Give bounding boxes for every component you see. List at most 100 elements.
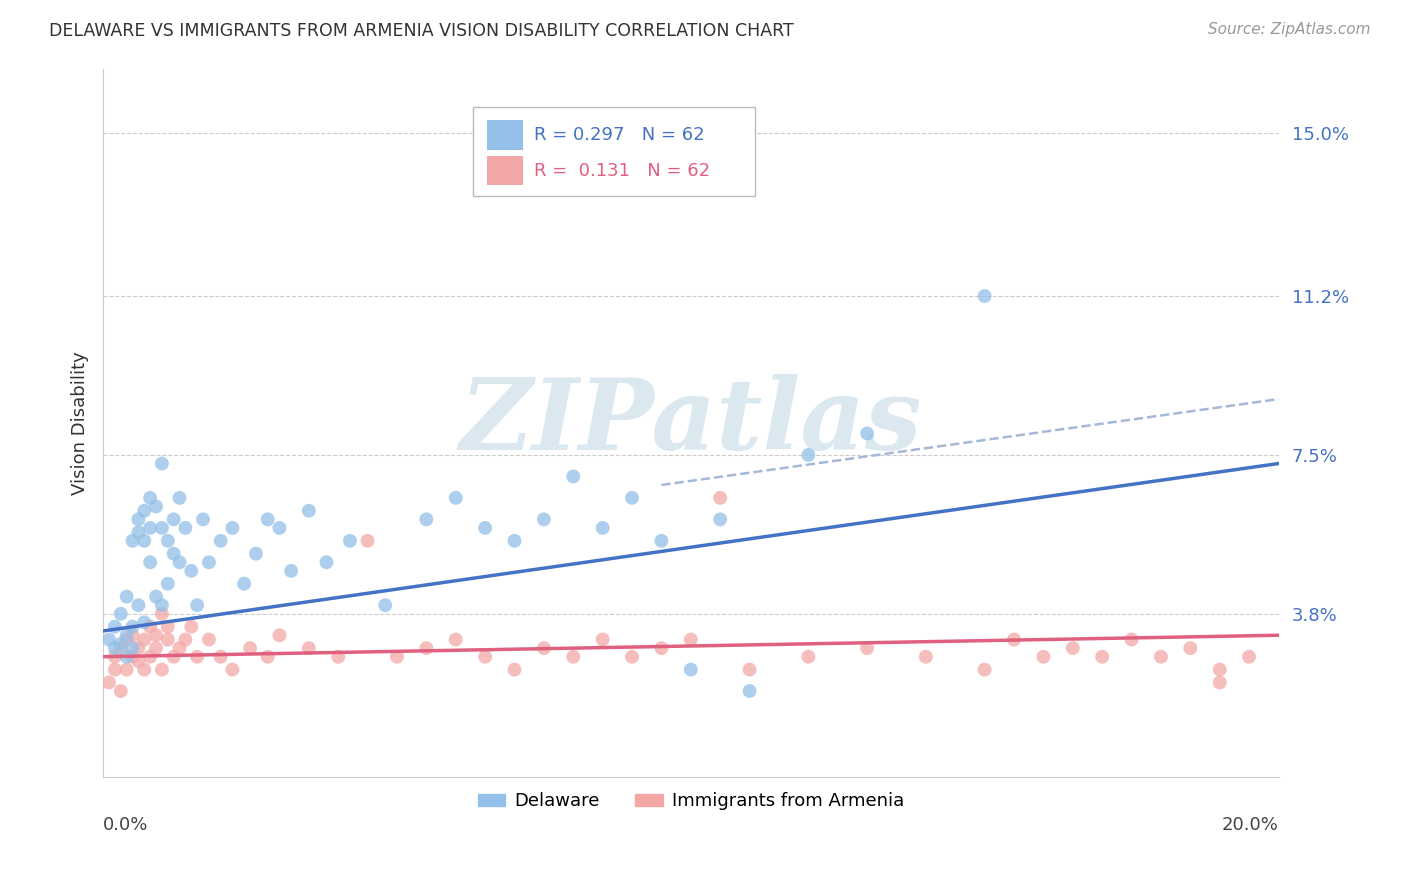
Point	[298, 641, 321, 656]
Point	[1032, 649, 1054, 664]
Point	[915, 649, 938, 664]
Point	[121, 628, 143, 642]
Point	[709, 512, 731, 526]
Point	[150, 607, 173, 621]
Point	[127, 512, 149, 526]
Point	[139, 555, 162, 569]
Point	[150, 457, 173, 471]
Point	[1091, 649, 1114, 664]
Point	[191, 512, 214, 526]
Point	[104, 663, 127, 677]
Point	[134, 663, 156, 677]
Point	[474, 521, 496, 535]
Point	[415, 512, 437, 526]
Point	[650, 533, 672, 548]
Point	[150, 598, 173, 612]
Point	[180, 564, 202, 578]
Point	[150, 663, 173, 677]
Point	[269, 521, 291, 535]
Point	[163, 512, 186, 526]
Text: Source: ZipAtlas.com: Source: ZipAtlas.com	[1208, 22, 1371, 37]
Text: R = 0.297   N = 62: R = 0.297 N = 62	[534, 126, 706, 145]
Point	[134, 632, 156, 647]
Point	[315, 555, 337, 569]
Point	[156, 620, 179, 634]
Point	[239, 641, 262, 656]
Point	[110, 637, 132, 651]
Point	[503, 533, 526, 548]
Point	[110, 641, 132, 656]
Point	[104, 620, 127, 634]
Point	[174, 632, 197, 647]
Point	[98, 632, 121, 647]
Point	[856, 641, 879, 656]
Point	[415, 641, 437, 656]
Point	[169, 641, 191, 656]
Point	[973, 289, 995, 303]
Point	[339, 533, 361, 548]
Point	[156, 632, 179, 647]
FancyBboxPatch shape	[488, 120, 523, 150]
Point	[592, 521, 614, 535]
Point	[679, 632, 702, 647]
Point	[973, 663, 995, 677]
Point	[474, 649, 496, 664]
Point	[533, 512, 555, 526]
Point	[1121, 632, 1143, 647]
Point	[356, 533, 378, 548]
Point	[139, 620, 162, 634]
Point	[145, 641, 167, 656]
Point	[186, 598, 208, 612]
Point	[127, 525, 149, 540]
Point	[233, 576, 256, 591]
Legend: Delaware, Immigrants from Armenia: Delaware, Immigrants from Armenia	[471, 785, 911, 817]
Point	[562, 469, 585, 483]
Point	[621, 491, 644, 505]
Point	[221, 521, 243, 535]
Text: ZIPatlas: ZIPatlas	[460, 375, 922, 471]
Point	[280, 564, 302, 578]
Point	[738, 663, 761, 677]
Point	[139, 649, 162, 664]
FancyBboxPatch shape	[488, 156, 523, 186]
Point	[145, 628, 167, 642]
Point	[115, 590, 138, 604]
Point	[1209, 663, 1232, 677]
Point	[121, 649, 143, 664]
Point	[156, 576, 179, 591]
Point	[797, 448, 820, 462]
Point	[650, 641, 672, 656]
Text: R =  0.131   N = 62: R = 0.131 N = 62	[534, 161, 710, 179]
Point	[139, 491, 162, 505]
Point	[444, 632, 467, 647]
Point	[127, 598, 149, 612]
Point	[269, 628, 291, 642]
Point	[186, 649, 208, 664]
Point	[533, 641, 555, 656]
Point	[163, 547, 186, 561]
Point	[1150, 649, 1173, 664]
Point	[256, 649, 278, 664]
Point	[134, 615, 156, 630]
Point	[110, 607, 132, 621]
Point	[444, 491, 467, 505]
Point	[104, 641, 127, 656]
Point	[198, 555, 221, 569]
Text: 0.0%: 0.0%	[103, 815, 149, 834]
Point	[679, 663, 702, 677]
Point	[134, 533, 156, 548]
Point	[115, 632, 138, 647]
FancyBboxPatch shape	[474, 107, 755, 196]
Point	[127, 641, 149, 656]
Point	[121, 620, 143, 634]
Point	[503, 663, 526, 677]
Point	[221, 663, 243, 677]
Point	[127, 654, 149, 668]
Point	[134, 504, 156, 518]
Point	[1237, 649, 1260, 664]
Point	[150, 521, 173, 535]
Point	[1209, 675, 1232, 690]
Point	[121, 533, 143, 548]
Point	[856, 426, 879, 441]
Point	[110, 684, 132, 698]
